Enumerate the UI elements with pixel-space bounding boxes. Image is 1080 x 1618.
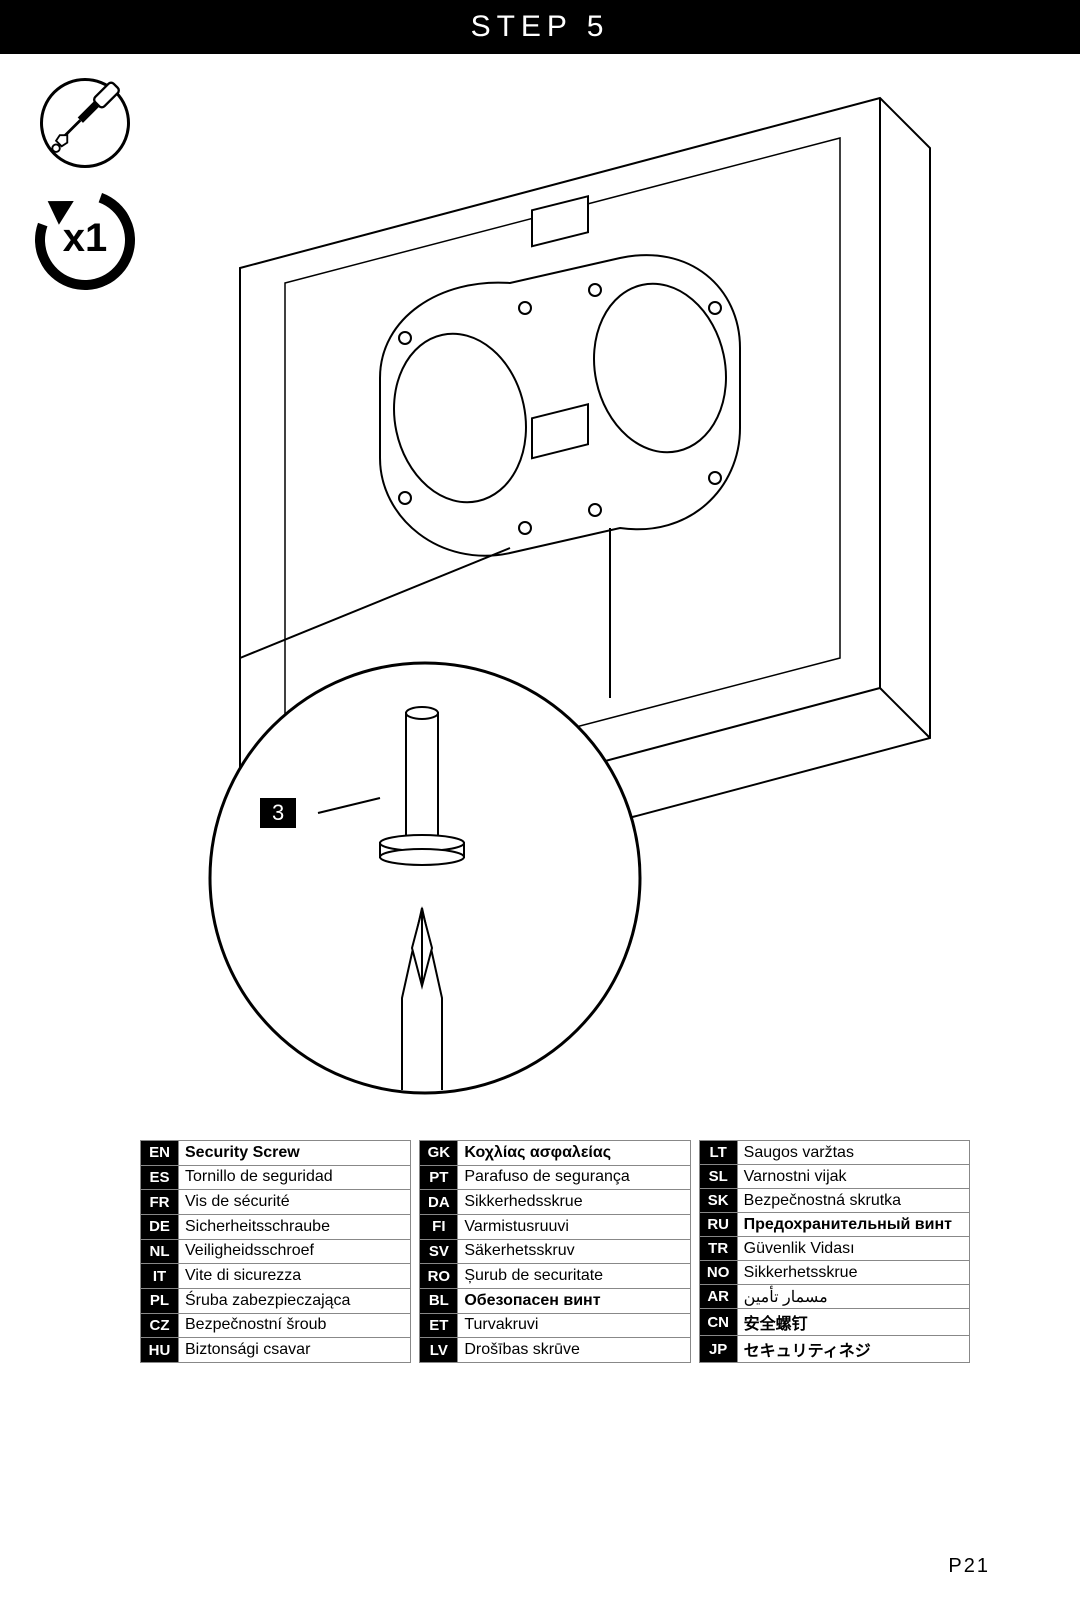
lang-text: Sikkerhedsskrue bbox=[458, 1190, 690, 1215]
lang-text: Varmistusruuvi bbox=[458, 1214, 690, 1239]
translation-row: RUПредохранительный винт bbox=[699, 1213, 969, 1237]
lang-code: DA bbox=[420, 1190, 458, 1215]
translation-row: BLОбезопасен винт bbox=[420, 1288, 690, 1313]
translations-column: LTSaugos varžtasSLVarnostni vijakSKBezpe… bbox=[699, 1140, 970, 1363]
screwdriver-icon bbox=[40, 78, 130, 168]
translations-column: ENSecurity ScrewESTornillo de seguridadF… bbox=[140, 1140, 411, 1363]
lang-text: Bezpečnostná skrutka bbox=[737, 1189, 969, 1213]
lang-code: PT bbox=[420, 1165, 458, 1190]
translation-row: NOSikkerhetsskrue bbox=[699, 1261, 969, 1285]
quantity-text: x1 bbox=[35, 216, 135, 261]
lang-code: PL bbox=[141, 1288, 179, 1313]
translation-row: ARمسمار تأمين bbox=[699, 1285, 969, 1309]
lang-code: SK bbox=[699, 1189, 737, 1213]
translation-row: ROȘurub de securitate bbox=[420, 1264, 690, 1289]
lang-code: JP bbox=[699, 1336, 737, 1363]
translation-row: HUBiztonsági csavar bbox=[141, 1338, 411, 1363]
step-title: STEP 5 bbox=[471, 10, 610, 43]
lang-code: RU bbox=[699, 1213, 737, 1237]
translation-row: SKBezpečnostná skrutka bbox=[699, 1189, 969, 1213]
step-header: STEP 5 bbox=[0, 0, 1080, 54]
lang-code: LT bbox=[699, 1141, 737, 1165]
translation-row: TRGüvenlik Vidası bbox=[699, 1237, 969, 1261]
lang-text: Предохранительный винт bbox=[737, 1213, 969, 1237]
lang-code: IT bbox=[141, 1264, 179, 1289]
lang-text: Vite di sicurezza bbox=[179, 1264, 411, 1289]
translation-row: ITVite di sicurezza bbox=[141, 1264, 411, 1289]
translation-row: JPセキュリティネジ bbox=[699, 1336, 969, 1363]
translation-row: SLVarnostni vijak bbox=[699, 1165, 969, 1189]
lang-code: LV bbox=[420, 1338, 458, 1363]
lang-code: CZ bbox=[141, 1313, 179, 1338]
lang-code: EN bbox=[141, 1141, 179, 1166]
lang-code: DE bbox=[141, 1214, 179, 1239]
translation-row: DASikkerhedsskrue bbox=[420, 1190, 690, 1215]
lang-text: Vis de sécurité bbox=[179, 1190, 411, 1215]
translations-table: ENSecurity ScrewESTornillo de seguridadF… bbox=[140, 1140, 970, 1363]
lang-text: مسمار تأمين bbox=[737, 1285, 969, 1309]
quantity-badge: x1 bbox=[35, 190, 135, 290]
lang-text: Sicherheitsschraube bbox=[179, 1214, 411, 1239]
translations-column: GKΚοχλίας ασφαλείαςPTParafuso de seguran… bbox=[419, 1140, 690, 1363]
lang-code: GK bbox=[420, 1141, 458, 1166]
lang-text: Turvakruvi bbox=[458, 1313, 690, 1338]
translation-row: LTSaugos varžtas bbox=[699, 1141, 969, 1165]
lang-code: HU bbox=[141, 1338, 179, 1363]
assembly-diagram: 3 bbox=[180, 78, 980, 1098]
lang-text: Drošības skrūve bbox=[458, 1338, 690, 1363]
lang-text: Tornillo de seguridad bbox=[179, 1165, 411, 1190]
lang-text: Saugos varžtas bbox=[737, 1141, 969, 1165]
translation-row: CN安全螺钉 bbox=[699, 1309, 969, 1336]
translation-row: LVDrošības skrūve bbox=[420, 1338, 690, 1363]
lang-code: CN bbox=[699, 1309, 737, 1336]
lang-code: NL bbox=[141, 1239, 179, 1264]
page-number: P21 bbox=[948, 1555, 990, 1578]
lang-code: RO bbox=[420, 1264, 458, 1289]
lang-text: 安全螺钉 bbox=[737, 1309, 969, 1336]
lang-text: Parafuso de segurança bbox=[458, 1165, 690, 1190]
lang-code: TR bbox=[699, 1237, 737, 1261]
translation-row: PTParafuso de segurança bbox=[420, 1165, 690, 1190]
translation-row: ESTornillo de seguridad bbox=[141, 1165, 411, 1190]
translation-row: FRVis de sécurité bbox=[141, 1190, 411, 1215]
translation-row: FIVarmistusruuvi bbox=[420, 1214, 690, 1239]
lang-text: Śruba zabezpieczająca bbox=[179, 1288, 411, 1313]
callout-3-label: 3 bbox=[260, 798, 296, 828]
lang-code: BL bbox=[420, 1288, 458, 1313]
lang-text: Șurub de securitate bbox=[458, 1264, 690, 1289]
translation-row: DESicherheitsschraube bbox=[141, 1214, 411, 1239]
translation-row: NLVeiligheidsschroef bbox=[141, 1239, 411, 1264]
lang-text: Κοχλίας ασφαλείας bbox=[458, 1141, 690, 1166]
translation-row: PLŚruba zabezpieczająca bbox=[141, 1288, 411, 1313]
lang-text: Biztonsági csavar bbox=[179, 1338, 411, 1363]
lang-code: FI bbox=[420, 1214, 458, 1239]
lang-code: AR bbox=[699, 1285, 737, 1309]
lang-code: SL bbox=[699, 1165, 737, 1189]
lang-text: Bezpečnostní šroub bbox=[179, 1313, 411, 1338]
lang-code: NO bbox=[699, 1261, 737, 1285]
translation-row: CZBezpečnostní šroub bbox=[141, 1313, 411, 1338]
translation-row: GKΚοχλίας ασφαλείας bbox=[420, 1141, 690, 1166]
translation-row: SVSäkerhetsskruv bbox=[420, 1239, 690, 1264]
lang-code: SV bbox=[420, 1239, 458, 1264]
translation-row: ENSecurity Screw bbox=[141, 1141, 411, 1166]
lang-code: ES bbox=[141, 1165, 179, 1190]
lang-text: Sikkerhetsskrue bbox=[737, 1261, 969, 1285]
lang-text: Veiligheidsschroef bbox=[179, 1239, 411, 1264]
lang-text: Обезопасен винт bbox=[458, 1288, 690, 1313]
translation-row: ETTurvakruvi bbox=[420, 1313, 690, 1338]
lang-text: Säkerhetsskruv bbox=[458, 1239, 690, 1264]
lang-text: Güvenlik Vidası bbox=[737, 1237, 969, 1261]
lang-code: ET bbox=[420, 1313, 458, 1338]
lang-code: FR bbox=[141, 1190, 179, 1215]
lang-text: セキュリティネジ bbox=[737, 1336, 969, 1363]
lang-text: Security Screw bbox=[179, 1141, 411, 1166]
lang-text: Varnostni vijak bbox=[737, 1165, 969, 1189]
